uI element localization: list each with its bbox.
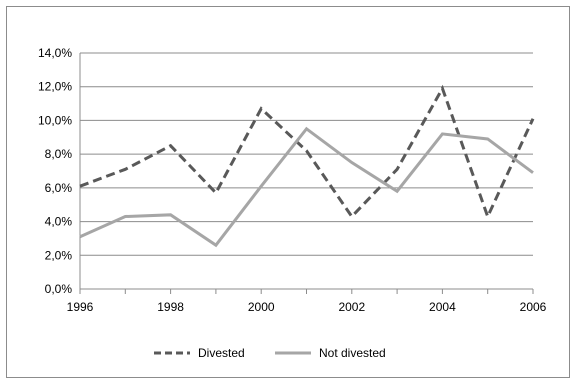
x-tick-label: 2006 [520,300,547,314]
series-group [79,84,535,248]
x-tick-label: 2002 [338,300,365,314]
x-tick-label: 1996 [67,300,94,314]
legend-label-divested: Divested [198,346,245,360]
series-line-not-divested [79,126,534,248]
y-tick-label: 0,0% [45,282,73,296]
series-line-divested [79,84,535,221]
x-tick-label: 2000 [248,300,275,314]
y-tick-label: 4,0% [45,215,73,229]
x-tick-label: 2004 [429,300,456,314]
y-tick-label: 12,0% [38,80,72,94]
y-tick-label: 2,0% [45,248,73,262]
y-tick-label: 10,0% [38,113,72,127]
chart-frame [6,6,570,378]
legend-label-not-divested: Not divested [319,346,386,360]
legend: Divested Not divested [154,346,386,360]
y-axis: 0,0% 2,0% 4,0% 6,0% 8,0% 10,0% 12,0% 14,0% [38,46,81,296]
y-tick-label: 14,0% [38,46,72,60]
grid-lines [80,52,533,290]
x-tick-label: 1998 [157,300,184,314]
y-tick-label: 8,0% [45,147,73,161]
y-tick-label: 6,0% [45,181,73,195]
x-axis: 1996 1998 2000 2002 2004 2006 [67,289,547,314]
